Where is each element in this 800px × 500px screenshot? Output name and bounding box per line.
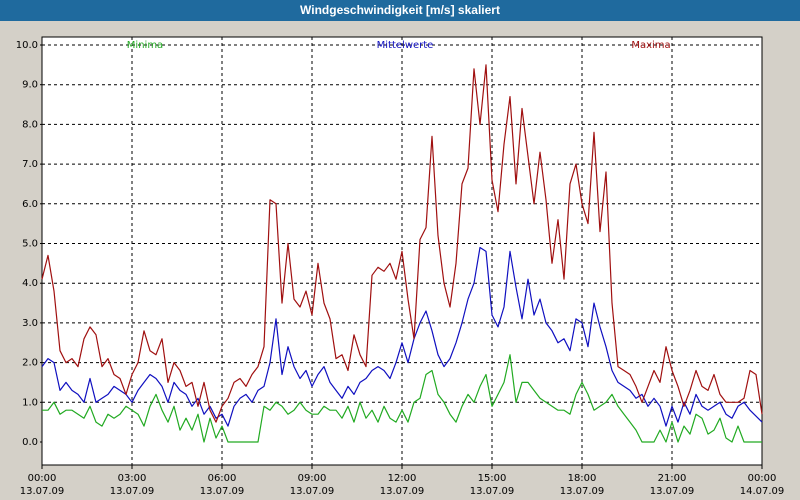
legend-maxima: Maxima: [631, 40, 670, 51]
wind-speed-chart: 0.0 1.0 2.0 3.0 4.0 5.0 6.0 7.0 8.0 9.0 10.0 00:00 1…: [0, 21, 800, 500]
window-title: Windgeschwindigkeit [m/s] skaliert: [0, 0, 800, 21]
x-tick-date: 13.07.09: [290, 486, 335, 497]
x-tick-date: 13.07.09: [560, 486, 605, 497]
x-tick-time: 15:00: [478, 473, 507, 484]
legend-mittelwerte: Mittelwerte: [377, 40, 434, 51]
x-tick-time: 21:00: [658, 473, 687, 484]
y-tick-label: 5.0: [22, 239, 38, 250]
y-tick-label: 7.0: [22, 159, 38, 170]
y-tick-label: 8.0: [22, 119, 38, 130]
x-tick-time: 00:00: [28, 473, 57, 484]
x-tick-date: 13.07.09: [20, 486, 65, 497]
series-line-maxima: [41, 64, 763, 423]
x-tick-time: 03:00: [118, 473, 147, 484]
x-tick-time: 18:00: [568, 473, 597, 484]
x-tick-date: 13.07.09: [110, 486, 155, 497]
y-tick-label: 10.0: [16, 40, 38, 51]
series-line-minima: [42, 354, 762, 443]
y-tick-label: 0.0: [22, 437, 38, 448]
x-tick-date: 13.07.09: [380, 486, 425, 497]
legend-minima: Minima: [127, 40, 163, 51]
y-tick-label: 3.0: [22, 318, 38, 329]
x-tick-date: 13.07.09: [200, 486, 245, 497]
y-tick-label: 9.0: [22, 80, 38, 91]
x-tick-date: 13.07.09: [650, 486, 695, 497]
x-tick-time: 00:00: [748, 473, 777, 484]
x-tick-time: 06:00: [208, 473, 237, 484]
y-tick-label: 6.0: [22, 199, 38, 210]
y-tick-label: 1.0: [22, 397, 38, 408]
x-tick-time: 12:00: [388, 473, 417, 484]
x-tick-date: 13.07.09: [470, 486, 515, 497]
y-tick-label: 2.0: [22, 358, 38, 369]
y-tick-label: 4.0: [22, 278, 38, 289]
x-tick-date: 14.07.09: [740, 486, 785, 497]
x-tick-time: 09:00: [298, 473, 327, 484]
series-line-mittelwerte: [41, 246, 763, 427]
